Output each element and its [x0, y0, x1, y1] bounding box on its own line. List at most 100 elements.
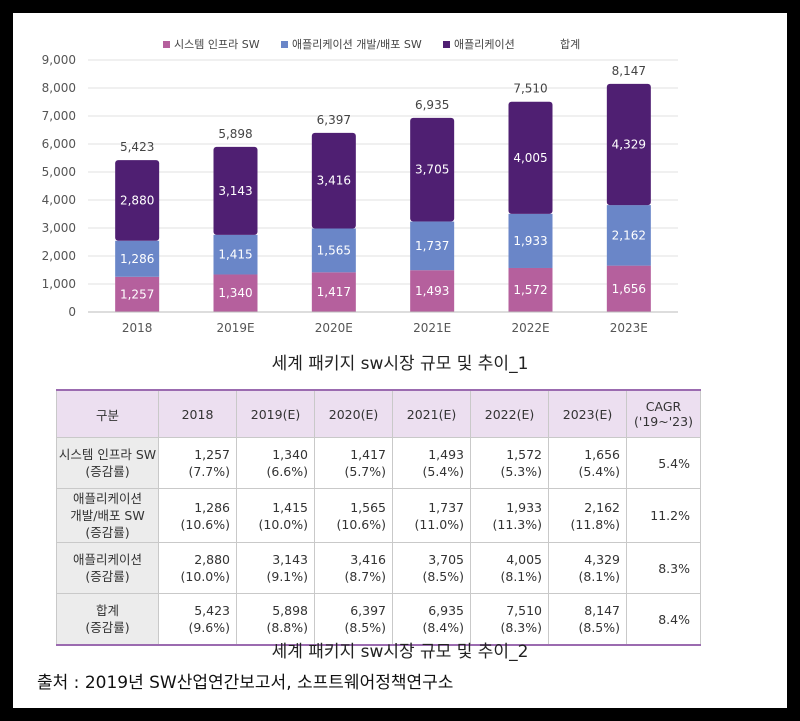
bar-value-label: 1,415 — [218, 248, 252, 262]
table-cell: 3,143 (9.1%) — [236, 542, 315, 594]
market-size-table: 구분 2018 2019(E) 2020(E) 2021(E) 2022(E) … — [56, 389, 701, 646]
cagr-cell: 8.3% — [626, 542, 701, 594]
bar-segment — [115, 240, 160, 277]
bar-segment — [115, 160, 160, 241]
bar-value-label: 2,880 — [120, 193, 154, 207]
table-cell: 1,565 (10.6%) — [314, 488, 393, 543]
table-cell: 5,898 (8.8%) — [236, 593, 315, 646]
chart-caption: 세계 패키지 sw시장 규모 및 추이_1 — [271, 354, 529, 374]
y-tick-label: 7,000 — [42, 109, 76, 123]
y-tick-label: 0 — [68, 305, 76, 319]
total-value-label: 6,397 — [317, 113, 351, 127]
table-cell: 1,572 (5.3%) — [470, 437, 549, 489]
header-2018: 2018 — [158, 389, 237, 438]
x-tick-label: 2019E — [216, 321, 254, 333]
x-tick-label: 2022E — [511, 321, 549, 333]
table-cell: 1,417 (5.7%) — [314, 437, 393, 489]
bar-value-label: 2,162 — [612, 228, 646, 242]
table-cell: 1,737 (11.0%) — [392, 488, 471, 543]
y-tick-label: 2,000 — [42, 249, 76, 263]
header-2022: 2022(E) — [470, 389, 549, 438]
bar-value-label: 3,705 — [415, 163, 449, 177]
stacked-bar-chart: 0 1,000 2,000 3,000 4,000 5,000 6,000 7,000 8,00… — [42, 38, 678, 333]
table-caption: 세계 패키지 sw시장 규모 및 추이_2 — [271, 642, 529, 662]
y-tick-label: 4,000 — [42, 193, 76, 207]
legend-swatch — [281, 41, 288, 48]
header-category: 구분 — [56, 389, 159, 438]
bar-segment — [508, 101, 553, 214]
cagr-cell: 5.4% — [626, 437, 701, 489]
table-cell: 4,329 (8.1%) — [548, 542, 627, 594]
bar-value-label: 1,737 — [415, 239, 449, 253]
y-tick-label: 5,000 — [42, 165, 76, 179]
table-row: 애플리케이션 개발/배포 SW (증감률) 1,286 (10.6%) 1,415 … — [56, 488, 701, 543]
bar-segment — [410, 117, 455, 222]
bar-value-label: 3,416 — [317, 174, 351, 188]
table-cell: 2,880 (10.0%) — [158, 542, 237, 594]
legend-swatch — [163, 41, 170, 48]
source-note: 출처 : 2019년 SW산업연간보고서, 소프트웨어정책연구소 — [37, 673, 454, 693]
bar-value-label: 1,572 — [513, 283, 547, 297]
bar-value-label: 3,143 — [218, 184, 252, 198]
y-tick-label: 9,000 — [42, 53, 76, 67]
legend-label: 애플리케이션 — [454, 38, 515, 51]
table-cell: 1,493 (5.4%) — [392, 437, 471, 489]
table-cell: 3,416 (8.7%) — [314, 542, 393, 594]
table-cell: 7,510 (8.3%) — [470, 593, 549, 646]
table-cell: 1,286 (10.6%) — [158, 488, 237, 543]
bar-value-label: 1,656 — [612, 282, 646, 296]
bar-value-label: 1,417 — [317, 285, 351, 299]
bar-value-label: 1,933 — [513, 234, 547, 248]
table-row: 시스템 인프라 SW (증감률) 1,257 (7.7%) 1,340 (6.6%)… — [56, 437, 701, 489]
y-tick-label: 3,000 — [42, 221, 76, 235]
bar-value-label: 1,340 — [218, 286, 252, 300]
bar-segment — [606, 83, 651, 206]
table-cell: 6,935 (8.4%) — [392, 593, 471, 646]
legend-label: 애플리케이션 개발/배포 SW — [292, 38, 422, 51]
bar-segment — [115, 276, 160, 312]
x-tick-label: 2021E — [413, 321, 451, 333]
row-label: 애플리케이션 (증감률) — [56, 542, 159, 594]
cagr-cell: 8.4% — [626, 593, 701, 646]
y-tick-label: 1,000 — [42, 277, 76, 291]
table-cell: 2,162 (11.8%) — [548, 488, 627, 543]
table-cell: 1,340 (6.6%) — [236, 437, 315, 489]
bar-segment — [311, 272, 356, 312]
bar-segment — [311, 228, 356, 273]
legend-label: 합계 — [560, 38, 580, 51]
y-tick-label: 6,000 — [42, 137, 76, 151]
bar-value-label: 4,329 — [612, 137, 646, 151]
table-header-row: 구분 2018 2019(E) 2020(E) 2021(E) 2022(E) … — [56, 389, 701, 438]
bar-segment — [213, 234, 258, 275]
header-2019: 2019(E) — [236, 389, 315, 438]
table-cell: 4,005 (8.1%) — [470, 542, 549, 594]
legend-label: 시스템 인프라 SW — [174, 38, 260, 51]
bar-value-label: 1,493 — [415, 284, 449, 298]
total-value-label: 5,423 — [120, 140, 154, 154]
row-label: 시스템 인프라 SW (증감률) — [56, 437, 159, 489]
table-cell: 5,423 (9.6%) — [158, 593, 237, 646]
x-tick-label: 2018 — [122, 321, 153, 333]
table-cell: 1,257 (7.7%) — [158, 437, 237, 489]
total-value-label: 7,510 — [513, 82, 547, 96]
bar-value-label: 1,565 — [317, 243, 351, 257]
bar-segment — [410, 221, 455, 271]
table-cell: 1,656 (5.4%) — [548, 437, 627, 489]
total-value-label: 8,147 — [612, 64, 646, 78]
bar-segment — [508, 213, 553, 268]
bar-segment — [606, 265, 651, 312]
bar-value-label: 4,005 — [513, 151, 547, 165]
header-2021: 2021(E) — [392, 389, 471, 438]
table-row: 애플리케이션 (증감률) 2,880 (10.0%) 3,143 (9.1%) 3,4… — [56, 542, 701, 594]
table-cell: 1,415 (10.0%) — [236, 488, 315, 543]
y-tick-label: 8,000 — [42, 81, 76, 95]
bar-value-label: 1,257 — [120, 287, 154, 301]
table-cell: 3,705 (8.5%) — [392, 542, 471, 594]
header-cagr: CAGR ('19~'23) — [626, 389, 701, 438]
table-cell: 1,933 (11.3%) — [470, 488, 549, 543]
table-row: 합계 (증감률) 5,423 (9.6%) 5,898 (8.8%) 6,397 (8… — [56, 593, 701, 646]
row-label: 애플리케이션 개발/배포 SW (증감률) — [56, 488, 159, 543]
table-cell: 8,147 (8.5%) — [548, 593, 627, 646]
bar-segment — [606, 205, 651, 266]
